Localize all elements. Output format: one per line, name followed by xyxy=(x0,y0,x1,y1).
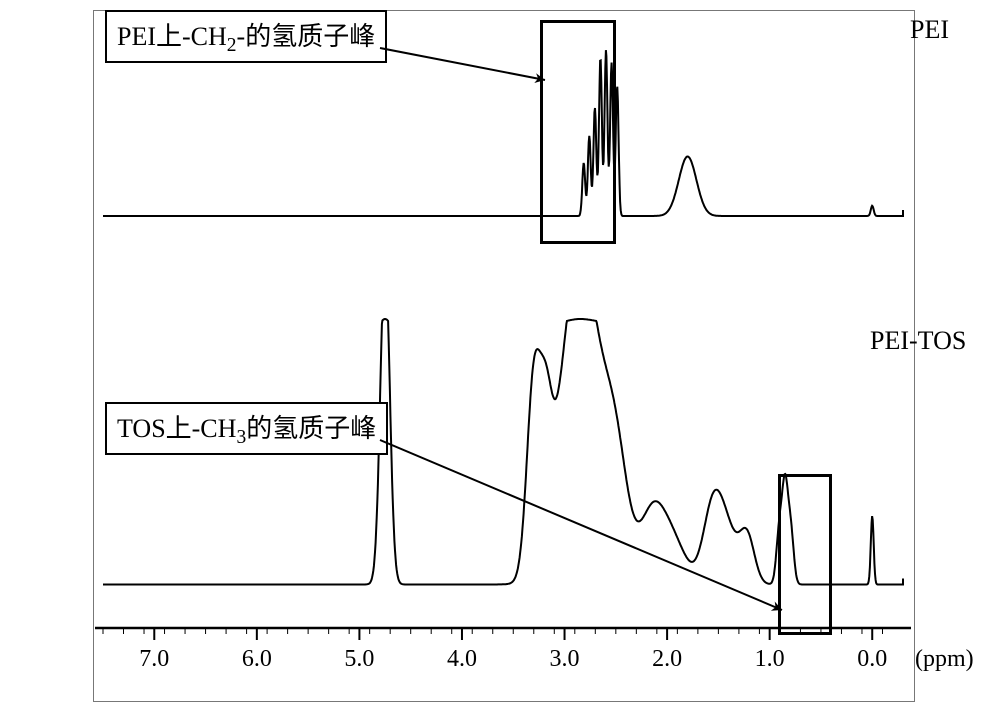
pei-tos-label: PEI-TOS xyxy=(870,326,966,356)
nmr-figure: PEI PEI-TOS PEI上-CH2-的氢质子峰 TOS上-CH3的氢质子峰… xyxy=(0,0,1000,715)
axis-tick-2: 2.0 xyxy=(652,646,682,673)
axis-tick-7: 7.0 xyxy=(139,646,169,673)
callout-ch2: PEI上-CH2-的氢质子峰 xyxy=(105,10,387,63)
highlight-ch3 xyxy=(778,474,832,635)
axis-tick-3: 3.0 xyxy=(550,646,580,673)
axis-tick-5: 5.0 xyxy=(344,646,374,673)
pei-label: PEI xyxy=(910,15,949,45)
highlight-ch2 xyxy=(540,20,616,244)
axis-tick-4: 4.0 xyxy=(447,646,477,673)
axis-tick-0: 0.0 xyxy=(857,646,887,673)
axis-tick-6: 6.0 xyxy=(242,646,272,673)
axis-tick-1: 1.0 xyxy=(755,646,785,673)
callout-ch3: TOS上-CH3的氢质子峰 xyxy=(105,402,388,455)
axis-unit-label: (ppm) xyxy=(915,646,974,673)
pei-spectrum-plot xyxy=(0,40,1000,240)
